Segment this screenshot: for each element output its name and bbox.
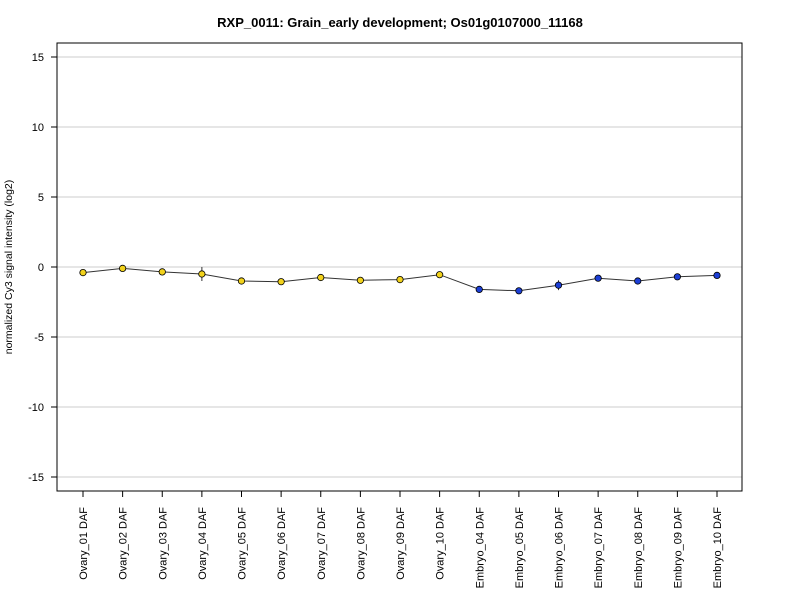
data-point	[317, 273, 325, 282]
x-tick-label: Ovary_10 DAF	[435, 507, 447, 580]
y-tick-label: 5	[38, 192, 44, 204]
data-point	[475, 285, 483, 293]
y-tick-label: 15	[32, 52, 44, 64]
data-point	[158, 268, 166, 276]
x-tick-label: Embryo_08 DAF	[633, 507, 645, 589]
data-point	[79, 268, 87, 277]
data-point	[634, 277, 642, 285]
y-tick-label: 0	[38, 262, 44, 274]
x-tick-label: Ovary_03 DAF	[157, 507, 169, 580]
data-point	[515, 287, 523, 295]
data-point	[713, 271, 721, 279]
chart-title: RXP_0011: Grain_early development; Os01g…	[217, 15, 583, 30]
y-tick-label: 10	[32, 122, 44, 134]
data-point	[277, 278, 285, 286]
plot-frame	[56, 42, 743, 492]
x-tick-label: Embryo_07 DAF	[593, 507, 605, 589]
data-points	[79, 264, 721, 295]
data-point	[396, 275, 404, 284]
x-tick-label: Ovary_07 DAF	[316, 507, 328, 580]
x-tick-label: Ovary_04 DAF	[197, 507, 209, 580]
grid-lines	[57, 56, 742, 478]
x-tick-label: Ovary_01 DAF	[78, 507, 90, 580]
x-tick-label: Ovary_06 DAF	[276, 507, 288, 580]
x-tick-label: Embryo_09 DAF	[672, 507, 684, 589]
y-tick-label: -10	[28, 402, 44, 414]
data-point	[356, 276, 364, 284]
x-tick-label: Embryo_06 DAF	[554, 507, 566, 589]
x-tick-label: Ovary_09 DAF	[395, 507, 407, 580]
y-axis-label: normalized Cy3 signal intensity (log2)	[3, 180, 15, 355]
x-tick-label: Ovary_05 DAF	[237, 507, 249, 580]
y-tick-label: -15	[28, 472, 44, 484]
x-tick-label: Embryo_04 DAF	[474, 507, 486, 589]
x-tick-label: Embryo_10 DAF	[712, 507, 724, 589]
data-point	[198, 270, 206, 278]
x-tick-label: Embryo_05 DAF	[514, 507, 526, 589]
axes: 15 10 5 0 -5 -10 -15 Ovary_01 DAF Ovary_02 DAF Ov…	[28, 52, 724, 588]
data-point	[119, 264, 127, 272]
y-tick-label: -5	[34, 332, 44, 344]
data-point	[436, 271, 444, 279]
x-tick-label: Ovary_08 DAF	[355, 507, 367, 580]
data-point	[594, 274, 602, 282]
data-point	[673, 273, 681, 281]
x-tick-label: Ovary_02 DAF	[118, 507, 130, 580]
data-point	[554, 281, 563, 289]
data-point	[237, 277, 246, 285]
